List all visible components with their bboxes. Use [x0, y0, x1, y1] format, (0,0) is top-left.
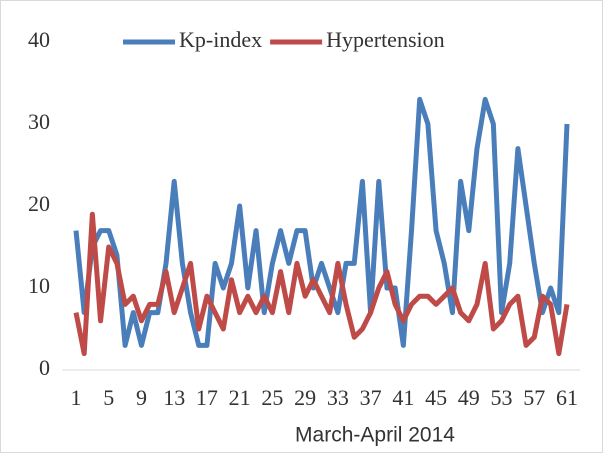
y-tick-label: 0 [39, 355, 50, 380]
x-tick-label: 1 [71, 385, 82, 410]
x-tick-label: 29 [294, 385, 316, 410]
x-tick-label: 9 [136, 385, 147, 410]
x-tick-label: 13 [163, 385, 185, 410]
legend-label: Hypertension [326, 27, 445, 52]
x-tick-label: 53 [491, 385, 513, 410]
x-tick-label: 17 [196, 385, 218, 410]
x-tick-label: 33 [327, 385, 349, 410]
x-tick-label: 49 [458, 385, 480, 410]
x-tick-label: 21 [229, 385, 251, 410]
x-tick-label: 25 [261, 385, 283, 410]
x-tick-label: 57 [523, 385, 545, 410]
y-tick-label: 10 [28, 273, 50, 298]
y-tick-label: 40 [28, 27, 50, 52]
x-tick-label: 37 [360, 385, 382, 410]
x-tick-label: 45 [425, 385, 447, 410]
series-line [73, 96, 570, 348]
y-tick-label: 20 [28, 191, 50, 216]
x-tick-label: 5 [103, 385, 114, 410]
x-axis-label: March-April 2014 [295, 424, 455, 447]
x-tick-label: 41 [392, 385, 414, 410]
y-tick-label: 30 [28, 109, 50, 134]
legend-label: Kp-index [179, 27, 262, 52]
x-tick-label: 61 [556, 385, 578, 410]
series-line [73, 211, 570, 357]
